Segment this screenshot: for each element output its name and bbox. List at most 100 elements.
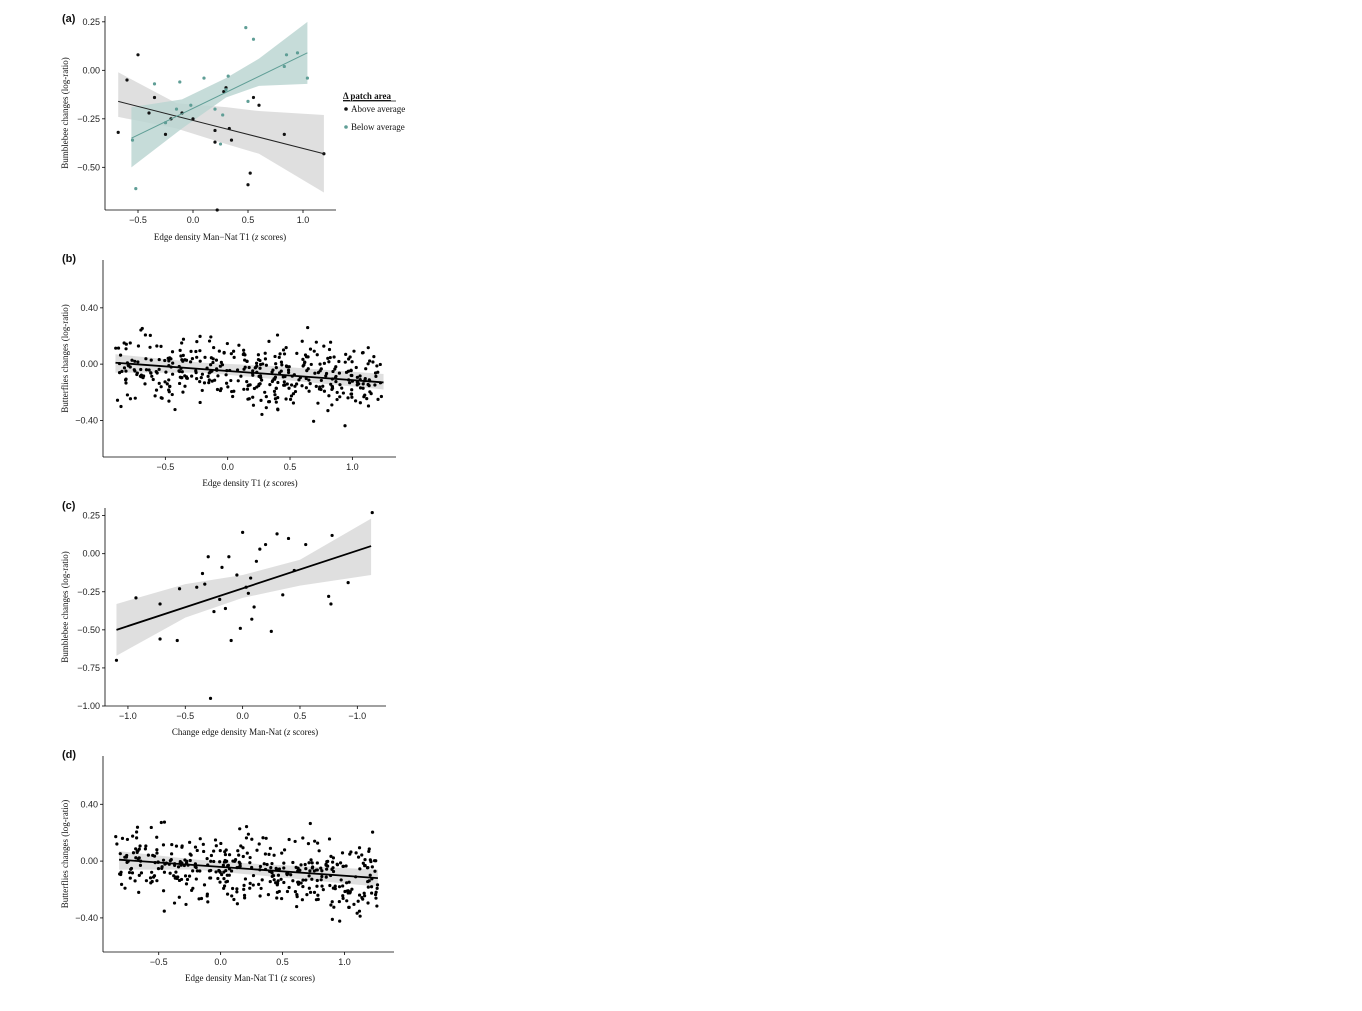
data-point <box>195 376 199 381</box>
data-point <box>282 380 286 384</box>
data-point <box>308 869 312 873</box>
data-point <box>194 865 198 870</box>
data-point <box>264 363 268 367</box>
data-point <box>251 37 256 41</box>
legend-marker <box>344 125 348 129</box>
data-point <box>358 867 362 871</box>
data-point <box>287 837 291 842</box>
data-point <box>337 371 341 375</box>
data-point <box>310 877 314 881</box>
data-point <box>218 597 222 601</box>
x-axis-label: Edge density Man-Nat T1 (z scores) <box>185 973 315 983</box>
data-point <box>176 865 181 869</box>
data-point <box>202 849 206 854</box>
data-point <box>128 341 132 345</box>
data-point <box>309 362 313 367</box>
data-point <box>222 884 227 888</box>
data-point <box>184 902 188 907</box>
data-point <box>220 363 225 367</box>
y-axis-label: Bumblebee changes (log-ratio) <box>60 57 70 168</box>
data-point <box>346 396 350 400</box>
data-point <box>133 396 137 400</box>
data-point <box>132 368 136 372</box>
data-point <box>324 371 329 376</box>
data-point <box>257 103 261 107</box>
data-point <box>279 877 283 881</box>
data-point <box>220 565 224 570</box>
data-point <box>276 873 281 877</box>
data-point <box>222 350 226 355</box>
data-point <box>170 372 175 376</box>
data-point <box>252 605 256 609</box>
data-point <box>213 378 217 382</box>
data-point <box>226 74 230 78</box>
data-point <box>242 367 246 371</box>
data-point <box>241 530 245 534</box>
data-point <box>258 864 263 869</box>
data-point <box>327 837 332 841</box>
data-point <box>209 859 213 863</box>
data-point <box>169 852 174 856</box>
x-tick-label: 0.5 <box>276 957 289 967</box>
y-tick-label: −0.40 <box>75 415 98 425</box>
data-point <box>330 533 334 538</box>
data-point <box>209 853 214 858</box>
data-point <box>189 103 193 107</box>
data-point <box>251 369 255 373</box>
data-point <box>144 879 149 883</box>
data-point <box>239 844 243 848</box>
data-point <box>143 333 148 337</box>
data-point <box>316 401 320 405</box>
y-tick-label: 0.00 <box>80 359 98 369</box>
x-tick-label: 1.0 <box>297 215 310 225</box>
data-point <box>167 390 171 394</box>
data-point <box>242 348 246 352</box>
data-point <box>197 897 201 901</box>
data-point <box>224 373 228 377</box>
data-point <box>247 365 251 370</box>
data-point <box>300 339 304 343</box>
data-point <box>366 404 371 408</box>
data-point <box>199 376 203 380</box>
data-point <box>306 355 310 359</box>
data-point <box>273 377 277 381</box>
data-point <box>350 887 354 891</box>
data-point <box>202 381 207 385</box>
data-point <box>372 355 376 359</box>
data-point <box>363 857 367 862</box>
data-point <box>260 378 264 382</box>
data-point <box>310 866 314 870</box>
data-point <box>251 395 255 399</box>
data-point <box>176 875 180 879</box>
data-point <box>114 835 118 839</box>
data-point <box>177 381 182 386</box>
data-point <box>347 880 351 884</box>
data-point <box>235 890 239 894</box>
data-point <box>135 836 139 840</box>
data-point <box>214 844 218 848</box>
data-point <box>300 898 304 902</box>
data-point <box>329 602 333 606</box>
data-point <box>155 344 159 348</box>
data-point <box>124 377 128 381</box>
data-point <box>115 842 119 846</box>
data-point <box>275 890 279 894</box>
data-point <box>278 352 282 356</box>
data-point <box>291 879 295 883</box>
data-point <box>213 838 218 842</box>
data-point <box>363 377 367 381</box>
data-point <box>231 394 235 399</box>
data-point <box>120 369 124 373</box>
data-point <box>355 911 359 915</box>
data-point <box>263 542 268 547</box>
data-point <box>185 877 190 882</box>
data-point <box>183 374 187 378</box>
data-point <box>276 380 280 385</box>
data-point <box>346 369 351 373</box>
data-point <box>213 140 217 144</box>
data-point <box>333 884 337 888</box>
data-point <box>270 874 274 879</box>
data-point <box>294 865 298 869</box>
data-point <box>309 858 313 862</box>
